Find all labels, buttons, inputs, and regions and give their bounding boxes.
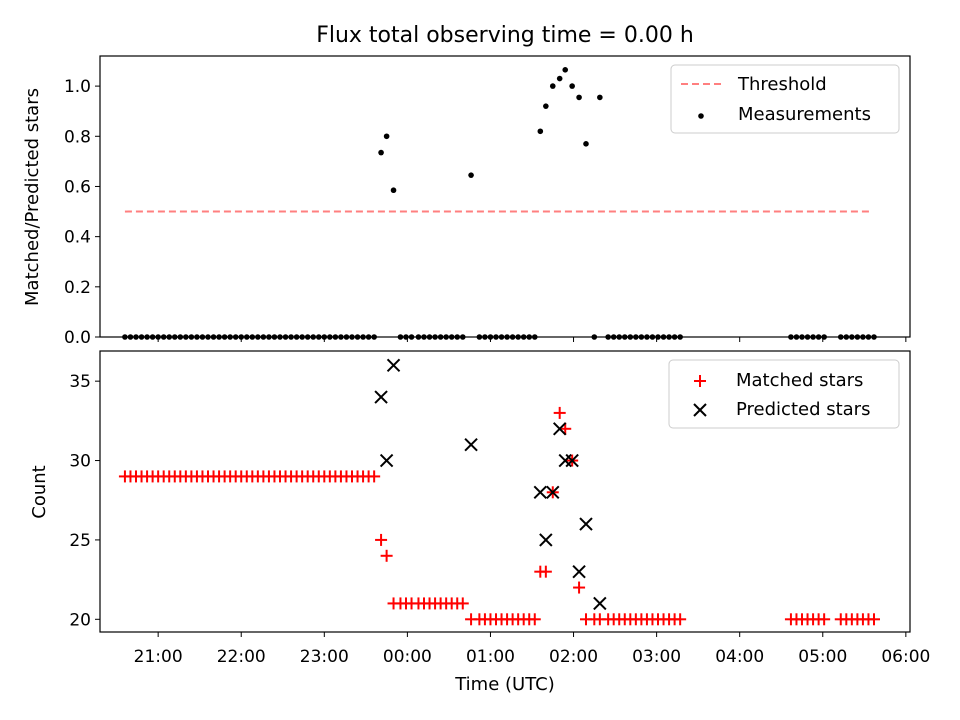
bottom-y-axis-label: Count xyxy=(29,465,50,518)
matched-point xyxy=(456,597,469,610)
top-y-axis-label: Matched/Predicted stars xyxy=(22,88,43,306)
matched-point xyxy=(868,613,880,626)
measurements-legend-label: Measurements xyxy=(738,104,871,125)
y-tick-label: 0.2 xyxy=(64,278,91,298)
y-tick-label: 20 xyxy=(69,610,91,630)
measurement-point xyxy=(537,128,544,135)
measurement-point xyxy=(378,149,384,156)
predicted-point xyxy=(552,422,567,436)
predicted-point xyxy=(579,517,593,531)
matched-point xyxy=(818,613,831,626)
predicted-legend-label: Predicted stars xyxy=(736,399,870,420)
y-tick-label: 0.6 xyxy=(64,177,91,197)
measurement-point xyxy=(597,94,603,101)
y-tick-label: 25 xyxy=(69,531,91,551)
matched-point xyxy=(375,533,388,546)
panel-2-marks: 20 25 30 35 21:00 22:00 23:00 00:00 01:00 02:00 03… xyxy=(69,350,930,667)
x-tick-label: 23:00 xyxy=(300,647,349,667)
predicted-point xyxy=(386,358,401,372)
predicted-point xyxy=(539,533,553,547)
matched-legend-label: Matched stars xyxy=(736,370,863,391)
matched-point xyxy=(539,565,552,578)
x-tick-label: 04:00 xyxy=(715,647,764,667)
predicted-point xyxy=(546,485,560,500)
panel-1-marks: 0.0 0.2 0.4 0.6 0.8 1.0 xyxy=(64,55,911,348)
bottom-legend: Matched stars Predicted stars xyxy=(668,359,900,429)
matched-point xyxy=(380,549,393,562)
measurement-point xyxy=(468,172,474,178)
predicted-starsseries xyxy=(374,358,607,611)
matched-point xyxy=(368,470,381,483)
matched-point xyxy=(528,613,541,626)
top-legend: Threshold Measurements xyxy=(670,64,900,134)
matched-point xyxy=(573,581,586,594)
measurement-point xyxy=(562,66,569,73)
predicted-point xyxy=(379,453,394,468)
measurement-point xyxy=(549,83,556,89)
y-tick-label: 30 xyxy=(69,452,91,472)
measurement-point xyxy=(569,83,575,89)
predicted-point xyxy=(464,437,478,452)
x-tick-label: 01:00 xyxy=(466,647,515,667)
y-tick-label: 1.0 xyxy=(64,77,91,97)
x-tick-label: 05:00 xyxy=(798,647,847,667)
chart-title: Flux total observing time = 0.00 h xyxy=(316,23,694,48)
top-legend-box xyxy=(670,64,900,134)
predicted-legend-marker xyxy=(693,403,707,417)
predicted-point xyxy=(533,485,548,500)
measurement-point xyxy=(576,94,582,101)
threshold-legend-label: Threshold xyxy=(737,74,827,95)
x-tick-label: 21:00 xyxy=(134,647,183,667)
y-tick-label: 0.8 xyxy=(64,127,91,147)
matched-legend-marker xyxy=(694,375,706,387)
y-tick-label: 35 xyxy=(69,372,91,392)
x-tick-label: 06:00 xyxy=(881,647,930,667)
measurement-point xyxy=(543,103,549,109)
matched-point xyxy=(674,613,687,626)
predicted-point xyxy=(565,453,579,468)
matched-starsseries xyxy=(118,406,880,626)
measurement-point xyxy=(583,141,589,147)
x-axis-label: Time (UTC) xyxy=(454,674,555,695)
measurement-point xyxy=(556,75,563,82)
measurement-point xyxy=(390,187,397,194)
x-tick-label: 00:00 xyxy=(383,647,432,667)
predicted-point xyxy=(374,390,388,404)
y-tick-label: 0.0 xyxy=(64,328,91,348)
predicted-point xyxy=(572,564,586,579)
x-tick-label: 03:00 xyxy=(632,647,681,667)
measurement-point xyxy=(383,133,390,140)
matched-point xyxy=(559,422,572,435)
bottom-legend-box xyxy=(668,359,900,429)
x-tick-label: 22:00 xyxy=(217,647,266,667)
panel-1-frame xyxy=(99,55,911,338)
measurements-legend-marker xyxy=(698,113,704,119)
panel-2-frame xyxy=(99,350,911,633)
predicted-point xyxy=(593,596,607,611)
matched-point xyxy=(553,406,566,419)
x-tick-label: 02:00 xyxy=(549,647,598,667)
y-tick-label: 0.4 xyxy=(64,228,91,248)
